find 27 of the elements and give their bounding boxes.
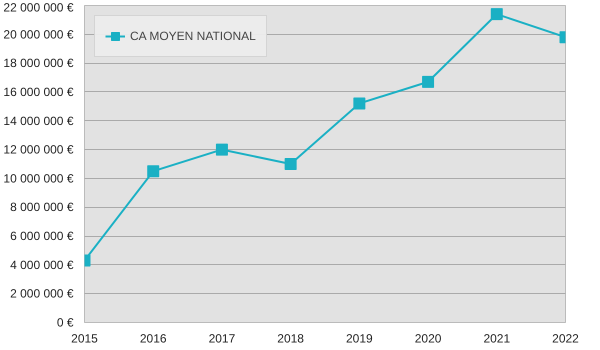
legend-label: CA MOYEN NATIONAL (130, 29, 256, 43)
y-tick-label: 14 000 000 € (3, 114, 74, 128)
y-tick-label: 20 000 000 € (3, 27, 74, 42)
point (353, 97, 366, 110)
y-tick-label: 18 000 000 € (3, 56, 74, 70)
y-tick-label: 12 000 000 € (3, 142, 74, 157)
y-tick-label: 4 000 000 € (10, 258, 74, 272)
y-tick-label: 22 000 000 € (3, 0, 74, 14)
y-tick-label: 16 000 000 € (3, 84, 74, 99)
x-tick-label: 2016 (140, 332, 167, 346)
point (490, 8, 503, 20)
y-tick-label: 6 000 000 € (10, 229, 74, 244)
x-tick-label: 2018 (277, 332, 304, 346)
y-tick-label: 0 € (56, 316, 74, 330)
x-tick-label: 2019 (346, 332, 374, 346)
x-tick-label: 2021 (483, 332, 510, 346)
point (147, 165, 160, 178)
x-tick-label: 2017 (208, 332, 236, 346)
y-tick-label: 10 000 000 € (3, 171, 74, 186)
x-tick-label: 2020 (414, 332, 442, 346)
point (284, 158, 297, 170)
y-tick-label: 2 000 000 € (10, 286, 74, 301)
x-tick-label: 2015 (71, 332, 98, 346)
point (216, 144, 228, 156)
point (422, 76, 434, 88)
y-tick-label: 8 000 000 € (10, 200, 74, 214)
x-tick-label: 2022 (552, 332, 580, 346)
